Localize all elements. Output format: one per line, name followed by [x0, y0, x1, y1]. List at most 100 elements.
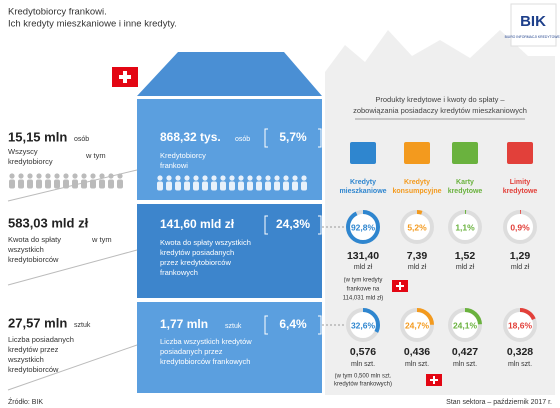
amount: 0,576 [350, 346, 376, 358]
amount-unit: mln szt. [508, 361, 532, 368]
donut-arc [503, 308, 537, 342]
donut-label: 18,6% [508, 320, 533, 330]
franc-unit: sztuk [225, 323, 242, 330]
person-icon [238, 175, 244, 181]
donut-arc [400, 210, 434, 244]
amount-unit: mld zł [408, 264, 427, 271]
product-name: kredytowe [503, 188, 538, 195]
note: frankowe na [347, 287, 380, 293]
person-icon [265, 181, 271, 191]
left-label: wszystkich [7, 355, 44, 364]
logo [510, 3, 557, 47]
person-icon [99, 173, 105, 179]
person-icon [292, 181, 298, 191]
franc-label: frankowi [160, 161, 188, 170]
product-icon [404, 142, 430, 164]
person-icon [256, 175, 262, 181]
person-icon [238, 181, 244, 191]
franc-value: 1,77 mln [160, 317, 208, 331]
left-value: 15,15 mln [8, 129, 67, 144]
franc-share: 6,4% [279, 317, 307, 331]
person-icon [72, 179, 78, 189]
person-icon [108, 173, 114, 179]
person-icon [81, 179, 87, 189]
person-icon [202, 175, 208, 181]
person-icon [45, 173, 51, 179]
swiss-flag [426, 374, 442, 386]
person-icon [63, 179, 69, 189]
left-value: 27,57 mln [8, 315, 67, 330]
person-icon [166, 181, 172, 191]
franc-value: 141,60 mld zł [160, 217, 235, 231]
left-label: kredytobiorców [8, 255, 59, 264]
note: 114,031 mld zł) [343, 296, 384, 302]
person-icon [90, 173, 96, 179]
amount-unit: mld zł [456, 264, 475, 271]
person-icon [90, 179, 96, 189]
donut-label: 5,2% [407, 222, 427, 232]
product-icon [350, 142, 376, 164]
person-icon [157, 181, 163, 191]
franc-label: Kwota do spłaty wszystkich [160, 238, 251, 247]
product-icon [507, 142, 533, 164]
franc-label: Kredytobiorcy [160, 151, 206, 160]
product-name: konsumpcyjne [392, 188, 441, 195]
amount: 0,436 [404, 346, 430, 358]
panel-title: zobowiązania posiadaczy kredytów mieszka… [353, 106, 527, 115]
left-label: Wszyscy [8, 147, 38, 156]
amount-unit: mln szt. [453, 361, 477, 368]
franc-unit: osób [235, 136, 250, 143]
donut-label: 1,1% [455, 222, 475, 232]
person-icon [265, 175, 271, 181]
person-icon [117, 173, 123, 179]
logo-name: BIK [520, 13, 546, 30]
amount: 0,328 [507, 346, 533, 358]
left-label: Liczba posiadanych [8, 335, 74, 344]
amount: 1,52 [455, 250, 476, 262]
donut-arc [448, 308, 482, 342]
person-icon [193, 181, 199, 191]
product-icon [452, 142, 478, 164]
franc-label: posiadanych przez [160, 347, 223, 356]
person-icon [18, 179, 24, 189]
share-bracket [264, 315, 322, 335]
donut-arc [346, 210, 380, 244]
franc-share: 5,7% [279, 130, 307, 144]
person-icon [157, 175, 163, 181]
person-icon [108, 179, 114, 189]
person-icon [301, 175, 307, 181]
donut-label: 24,1% [453, 320, 478, 330]
product-name: kredytowe [448, 188, 483, 195]
left-unit: osób [74, 136, 89, 143]
person-icon [184, 181, 190, 191]
amount-unit: mln szt. [351, 361, 375, 368]
panel-background [325, 30, 555, 395]
amount-unit: mln szt. [405, 361, 429, 368]
left-label: kredytobiorców [8, 365, 59, 374]
product-name: Limity [510, 179, 531, 186]
person-icon [81, 173, 87, 179]
person-icon [211, 175, 217, 181]
left-label: kredytów przez [8, 345, 59, 354]
person-icon [256, 181, 262, 191]
connector [7, 344, 138, 391]
person-icon [9, 179, 15, 189]
left-value: 583,03 mld zł [8, 215, 89, 230]
person-icon [27, 179, 33, 189]
person-icon [247, 175, 253, 181]
left-unit: sztuk [74, 322, 91, 329]
person-icon [292, 175, 298, 181]
amount-unit: mld zł [511, 264, 530, 271]
person-icon [54, 179, 60, 189]
donut-arc [346, 308, 380, 342]
person-icon [211, 181, 217, 191]
left-label: wszystkich [7, 245, 44, 254]
swiss-flag [392, 280, 408, 292]
person-icon [54, 173, 60, 179]
donut-label: 92,8% [351, 222, 376, 232]
franc-label: kredytów posiadanych [160, 248, 234, 257]
product-name: Kredyty [404, 179, 430, 186]
left-label: Kwota do spłaty [8, 235, 61, 244]
amount: 7,39 [407, 250, 428, 262]
person-icon [220, 181, 226, 191]
